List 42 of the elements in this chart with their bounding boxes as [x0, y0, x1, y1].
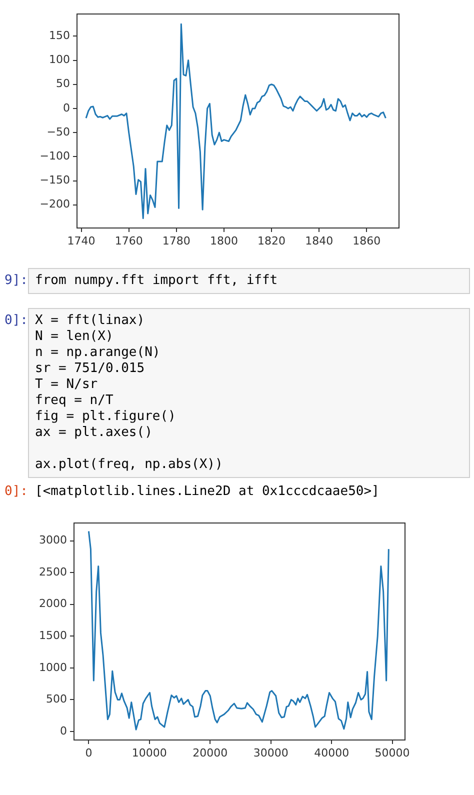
y-tick-label: −150: [40, 174, 70, 187]
text: n = np.arange(N): [35, 345, 162, 361]
x-tick-label: 1820: [258, 234, 286, 248]
y-tick-label: 100: [49, 53, 70, 66]
text: sr = 751/0.015: [35, 361, 146, 377]
text: T = N/sr: [35, 377, 99, 393]
y-tick-label: −100: [40, 150, 70, 163]
x-tick-label: 0: [85, 746, 92, 760]
x-tick-label: 1760: [114, 234, 143, 248]
text: X = fft(linax): [35, 313, 146, 329]
text: from numpy.fft import fft, ifft: [35, 273, 279, 289]
y-tick-label: 0: [60, 724, 67, 738]
x-tick-label: 1780: [162, 234, 190, 248]
x-tick-label: 50000: [374, 746, 410, 760]
x-tick-label: 40000: [314, 746, 350, 760]
x-tick-label: 1740: [67, 234, 96, 248]
y-tick-label: −200: [40, 198, 70, 211]
x-tick-label: 1860: [352, 234, 381, 248]
text: ax = plt.axes(): [35, 425, 154, 441]
y-tick-label: −50: [46, 125, 70, 138]
y-tick-label: 3000: [39, 534, 67, 547]
y-tick-label: 1000: [39, 660, 67, 674]
y-tick-label: 50: [56, 77, 70, 90]
y-tick-label: 150: [49, 29, 70, 42]
text: freq = n/T: [35, 393, 114, 409]
text: 9]:: [4, 272, 28, 290]
y-tick-label: 0: [63, 101, 70, 114]
text: N = len(X): [35, 329, 114, 345]
x-tick-label: 20000: [192, 746, 228, 760]
y-tick-label: 2000: [39, 597, 67, 610]
y-tick-label: 2500: [39, 565, 67, 578]
text: [<matplotlib.lines.Line2D at 0x1cccdcaae50>]: [34, 484, 380, 499]
text: 0]:: [4, 484, 28, 499]
x-tick-label: 10000: [132, 746, 167, 760]
x-tick-label: 30000: [253, 746, 288, 760]
x-tick-label: 1840: [305, 234, 334, 248]
text: 0]:: [4, 312, 28, 330]
y-tick-label: 1500: [39, 629, 67, 642]
text: ax.plot(freq, np.abs(X)): [35, 457, 224, 473]
x-tick-label: 1800: [210, 234, 238, 248]
text: fig = plt.figure(): [35, 409, 177, 425]
y-tick-label: 500: [46, 692, 67, 706]
